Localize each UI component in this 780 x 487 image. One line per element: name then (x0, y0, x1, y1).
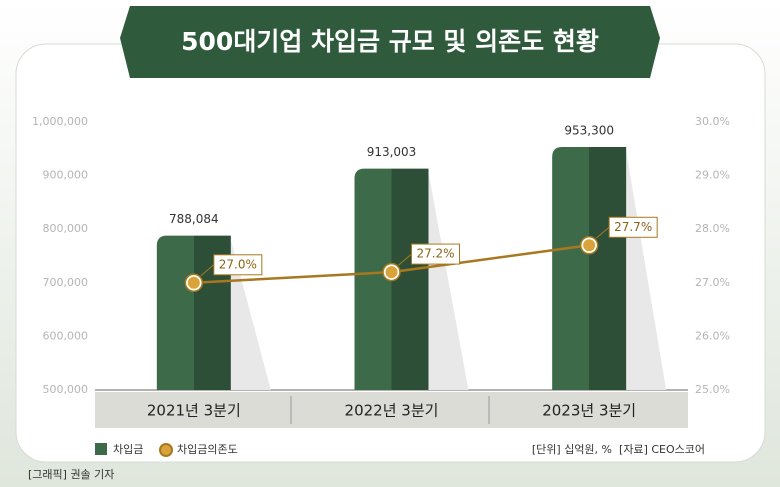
credit: [그래픽] 권솔 기자 (28, 468, 114, 481)
y-tick-label: 500,000 (43, 383, 89, 396)
point (185, 274, 202, 291)
y2-tick-label: 29.0% (695, 169, 730, 182)
y2-tick-label: 25.0% (695, 383, 730, 396)
legend-label: 차입금의존도 (177, 443, 238, 456)
category-band (95, 392, 688, 428)
y-tick-label: 900,000 (43, 169, 89, 182)
y2-tick-label: 27.0% (695, 276, 730, 289)
x-tick-label: 2023년 3분기 (542, 402, 636, 420)
value-label: 788,084 (169, 212, 219, 226)
source: [자료] CEO스코어 (619, 443, 705, 456)
bar-shadow (428, 172, 469, 390)
point (581, 237, 598, 254)
point-ring (382, 262, 401, 282)
x-tick-label: 2022년 3분기 (345, 402, 439, 420)
y-tick-label: 700,000 (43, 276, 89, 289)
y-tick-label: 600,000 (43, 329, 89, 342)
legend-swatch (95, 443, 107, 455)
chart-title: 500대기업 차입금 규모 및 의존도 현황 (181, 27, 599, 56)
value-label: 953,300 (564, 124, 614, 138)
bar-shadow (230, 239, 271, 390)
y2-tick-label: 30.0% (695, 115, 730, 128)
label-leader (398, 253, 412, 266)
bar (156, 235, 231, 390)
y-tick-label: 1,000,000 (32, 115, 88, 128)
point-ring (184, 273, 204, 293)
label-leader (200, 264, 215, 277)
point (383, 264, 400, 281)
legend-label: 차입금 (113, 443, 143, 456)
unit-note: [단위] 십억원, % (532, 443, 612, 456)
value-label: 913,003 (367, 145, 417, 159)
value-label: 27.0% (219, 257, 257, 271)
bar (552, 147, 627, 390)
legend-swatch (159, 443, 173, 457)
value-label: 27.2% (416, 247, 454, 261)
title-banner (120, 6, 660, 78)
x-tick-label: 2021년 3분기 (147, 402, 241, 420)
bar-shadow (626, 151, 667, 390)
y2-tick-label: 28.0% (695, 222, 730, 235)
y2-tick-label: 26.0% (695, 329, 730, 342)
point-ring (579, 236, 599, 255)
y-tick-label: 800,000 (43, 222, 89, 235)
label-leader (595, 226, 610, 239)
value-label: 27.7% (614, 220, 652, 234)
